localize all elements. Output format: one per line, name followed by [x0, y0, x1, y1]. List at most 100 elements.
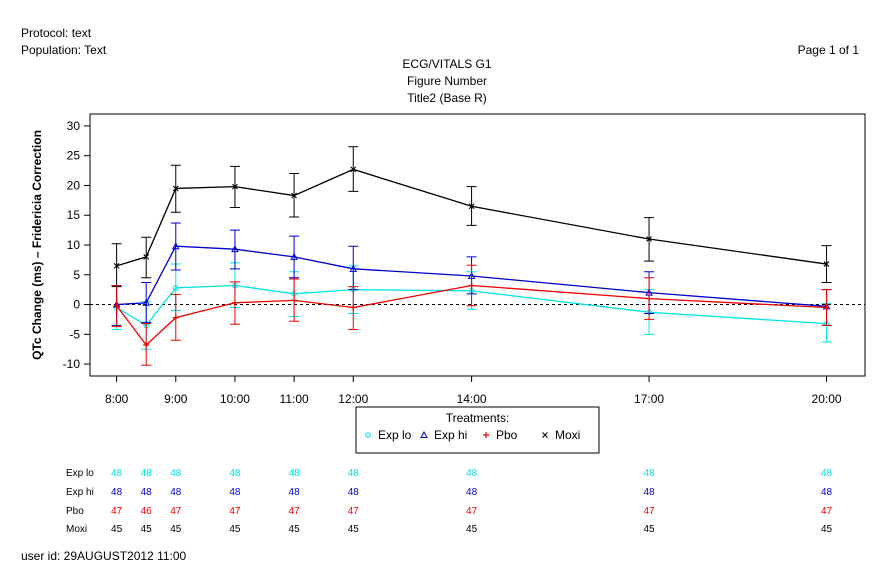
legend-entry: Exp hi [434, 428, 467, 442]
data-point [823, 304, 830, 311]
n-table-cell: 45 [111, 524, 123, 535]
y-tick-label: -5 [69, 327, 80, 341]
n-table-cell: 47 [644, 506, 656, 517]
n-table-cell: 48 [348, 487, 360, 498]
plot-frame [89, 113, 866, 377]
data-point [349, 264, 358, 272]
data-point [290, 252, 298, 260]
data-point [365, 432, 371, 438]
x-tick-label: 10:00 [220, 392, 250, 406]
n-table-cell: 48 [170, 487, 182, 498]
y-tick-label: 15 [67, 208, 81, 222]
n-table-cell: 45 [644, 524, 656, 535]
data-point [113, 302, 120, 309]
data-point [291, 297, 298, 304]
page-number: Page 1 of 1 [797, 43, 859, 57]
n-table-cell: 48 [821, 468, 833, 479]
n-table-cell: 48 [141, 487, 153, 498]
legend-title: Treatments: [446, 411, 510, 425]
n-table-cell: 48 [466, 468, 478, 479]
x-tick-label: 14:00 [457, 392, 487, 406]
n-table-row-label: Exp hi [66, 487, 94, 498]
n-table-cell: 47 [348, 506, 360, 517]
population-text: Population: Text [21, 43, 107, 57]
x-tick-label: 17:00 [634, 392, 664, 406]
n-table-cell: 46 [141, 506, 153, 517]
n-table-row-label: Moxi [66, 524, 87, 535]
data-point [171, 242, 180, 250]
y-axis-label: QTc Change (ms) – Fridericia Correction [30, 130, 44, 360]
legend-box [355, 406, 600, 454]
data-point [646, 236, 652, 242]
y-tick-label: 10 [67, 238, 81, 252]
x-tick-label: 12:00 [338, 392, 368, 406]
n-table-cell: 47 [111, 506, 123, 517]
n-table-cell: 45 [348, 524, 360, 535]
legend-entry: Pbo [496, 428, 518, 442]
data-point [172, 314, 179, 321]
n-table-cell: 47 [229, 506, 241, 517]
data-point [483, 432, 489, 438]
data-point [350, 166, 357, 173]
n-table-cell: 48 [644, 487, 656, 498]
chart-subtitle: Figure Number [406, 74, 488, 88]
y-tick-label: 25 [67, 149, 81, 163]
data-point [823, 261, 830, 267]
data-point [143, 254, 150, 260]
y-tick-label: 5 [73, 268, 80, 282]
data-point [291, 192, 297, 199]
n-table-cell: 48 [229, 468, 241, 479]
legend-entry: Exp lo [378, 428, 412, 442]
data-point [646, 295, 653, 302]
y-tick-label: -10 [63, 357, 81, 371]
x-tick-label: 11:00 [280, 392, 309, 406]
data-point [172, 185, 179, 192]
chart-title: ECG/VITALS G1 [402, 57, 492, 71]
data-point [113, 262, 120, 269]
x-tick-label: 9:00 [164, 392, 188, 406]
protocol-text: Protocol: text [21, 26, 92, 40]
data-point [420, 430, 428, 438]
n-table-cell: 48 [141, 468, 153, 479]
n-table-cell: 48 [644, 468, 656, 479]
n-table-cell: 47 [466, 506, 478, 517]
data-point [172, 285, 179, 291]
legend-entry: Moxi [555, 428, 580, 442]
n-table-cell: 45 [141, 524, 153, 535]
data-point [468, 203, 475, 210]
n-table-cell: 45 [229, 524, 241, 535]
series-line-exp-hi [116, 245, 827, 307]
n-table-cell: 47 [289, 506, 301, 517]
data-point [468, 282, 475, 289]
n-table-cell: 48 [466, 487, 478, 498]
x-tick-label: 20:00 [812, 392, 842, 406]
data-point [232, 183, 238, 190]
n-table-cell: 48 [170, 468, 182, 479]
n-table-cell: 47 [821, 506, 833, 517]
n-table-cell: 47 [170, 506, 182, 517]
n-table-cell: 48 [821, 487, 833, 498]
n-table-cell: 48 [289, 487, 301, 498]
n-table-cell: 45 [821, 524, 833, 535]
n-table-cell: 45 [170, 524, 182, 535]
n-table-cell: 45 [466, 524, 478, 535]
data-point [142, 298, 151, 306]
data-point [143, 342, 150, 349]
y-tick-label: 30 [67, 119, 81, 133]
n-table-cell: 48 [111, 487, 123, 498]
data-point [350, 304, 357, 311]
n-table-row-label: Pbo [66, 506, 84, 517]
user-id-footer: user id: 29AUGUST2012 11:00 [21, 549, 187, 563]
n-table-cell: 48 [289, 468, 301, 479]
n-table-cell: 48 [229, 487, 241, 498]
data-point [542, 432, 548, 438]
x-tick-label: 8:00 [105, 392, 129, 406]
y-tick-label: 0 [73, 298, 80, 312]
n-table-row-label: Exp lo [66, 468, 94, 479]
chart-subtitle-2: Title2 (Base R) [407, 91, 487, 105]
n-table-cell: 48 [111, 468, 123, 479]
n-table-cell: 45 [289, 524, 301, 535]
n-table-cell: 48 [348, 468, 360, 479]
y-tick-label: 20 [67, 178, 81, 192]
